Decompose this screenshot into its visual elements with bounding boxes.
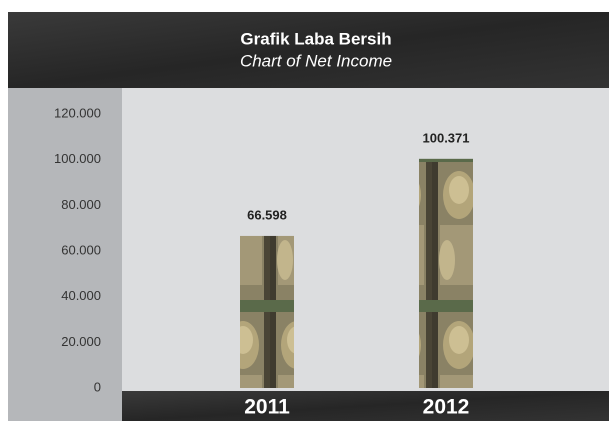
bar: [240, 235, 294, 388]
y-tick-label: 120.000: [54, 105, 101, 120]
plot-area: [122, 88, 609, 391]
value-label: 100.371: [423, 130, 470, 145]
chart-subtitle: Chart of Net Income: [240, 51, 392, 70]
value-label: 66.598: [247, 207, 287, 222]
x-tick-label: 2011: [244, 396, 290, 419]
chart-title: Grafik Laba Bersih: [240, 29, 391, 48]
y-tick-label: 0: [94, 379, 101, 394]
y-tick-label: 60.000: [61, 242, 101, 257]
x-axis-band: [122, 391, 609, 421]
y-tick-label: 40.000: [61, 288, 101, 303]
y-tick-label: 80.000: [61, 197, 101, 212]
y-tick-label: 100.000: [54, 151, 101, 166]
y-axis-panel: [8, 88, 122, 421]
header-band: [8, 12, 609, 88]
bar: [419, 158, 473, 388]
x-tick-label: 2012: [423, 396, 470, 419]
y-tick-label: 20.000: [61, 334, 101, 349]
